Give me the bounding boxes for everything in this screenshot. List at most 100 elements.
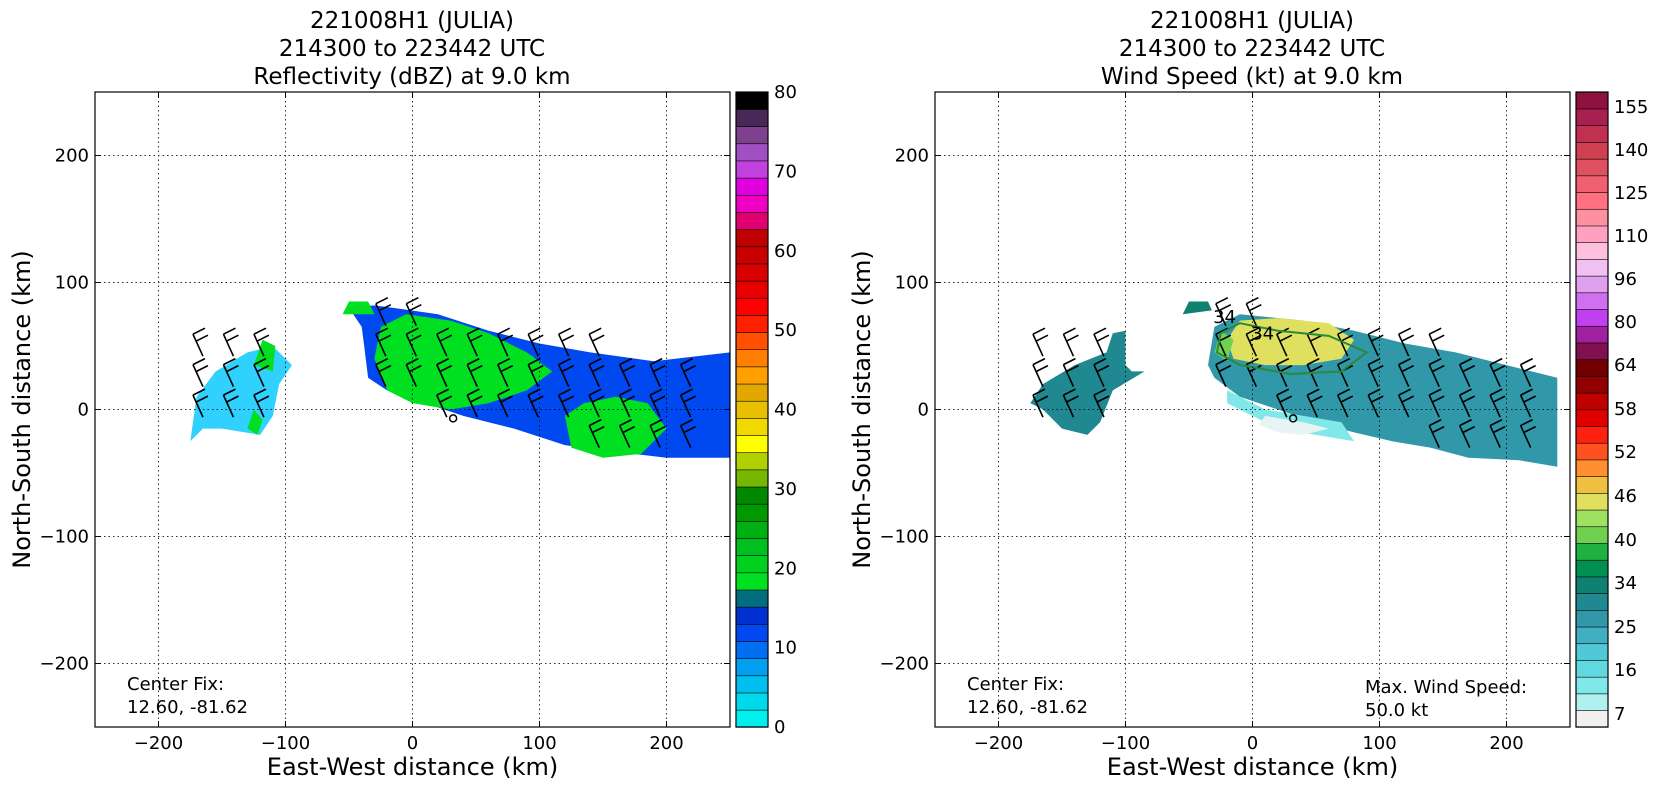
echo-region-north-patch: [1182, 301, 1212, 315]
center-marker: [448, 414, 458, 423]
wind-barb-flag: [436, 388, 450, 396]
wind-barb-flag: [408, 364, 422, 373]
wind-barb-flag: [1492, 364, 1506, 373]
wind-barb-flag: [405, 357, 419, 366]
center-marker: [1288, 414, 1298, 423]
echo-region-north-green-patch: [342, 301, 375, 315]
wind-barb-flag: [1035, 395, 1049, 403]
contour-label: 34: [1251, 324, 1274, 345]
plot-area: 34 34: [1030, 296, 1558, 467]
colorbar-swatch: [735, 314, 769, 333]
colorbar-swatch: [735, 331, 769, 351]
colorbar-swatch: [735, 520, 769, 539]
wind-barb: [222, 394, 235, 418]
wind-barb: [253, 333, 265, 357]
colorbar-tick-label: 64: [1614, 355, 1637, 376]
colorbar-swatch: [735, 383, 769, 402]
wind-barb-flag: [619, 357, 633, 366]
wind-barb-flag: [683, 425, 696, 434]
wind-barb: [1458, 425, 1471, 448]
wind-barb: [649, 364, 661, 387]
wind-barb: [557, 364, 570, 387]
wind-barb-flag: [1459, 388, 1473, 396]
wind-barb: [222, 364, 235, 387]
wind-barb-flag: [1093, 388, 1107, 396]
wind-barb-flag: [588, 388, 602, 396]
wind-barb: [375, 333, 387, 357]
colorbar-swatch: [1575, 559, 1609, 578]
colorbar-tick-label: 10: [774, 638, 797, 659]
colorbar-swatch: [1575, 242, 1609, 260]
wind-barb: [618, 364, 631, 387]
wind-barb-flag: [256, 395, 270, 403]
x-tick-label: 100: [522, 733, 556, 754]
colorbar-tick-label: 0: [774, 717, 785, 738]
colorbar-swatch: [735, 434, 769, 454]
colorbar-swatch: [735, 400, 769, 419]
wind-barb-flag: [1401, 395, 1415, 403]
chart-title-line-3: Reflectivity (dBZ) at 9.0 km: [253, 64, 570, 90]
colorbar-swatch: [735, 675, 769, 694]
wind-barb: [1276, 333, 1288, 357]
colorbar-swatch: [1575, 576, 1609, 594]
wind-barb-flag: [649, 418, 663, 427]
colorbar-tick-label: 155: [1614, 97, 1648, 118]
colorbar-swatch: [1575, 509, 1609, 528]
wind-barb: [1215, 333, 1227, 357]
wind-barb: [1062, 364, 1075, 387]
wind-barb: [527, 333, 539, 357]
wind-barb-flag: [1520, 388, 1533, 396]
colorbar-tick-label: 80: [774, 82, 797, 103]
wind-barb-flag: [527, 357, 541, 366]
colorbar-swatch: [735, 194, 769, 213]
wind-barb-flag: [1492, 395, 1506, 403]
colorbar-swatch: [735, 589, 769, 608]
wind-barb-flag: [436, 327, 450, 335]
wind-barb-flag: [226, 334, 239, 342]
wind-barb-flag: [256, 364, 270, 373]
wind-barb-flag: [497, 327, 511, 335]
contour-label: 34: [1213, 307, 1236, 328]
wind-barb-flag: [1398, 327, 1412, 335]
wind-barb-flag: [1489, 418, 1503, 427]
y-tick-label: 0: [918, 400, 929, 421]
x-tick-label: 200: [649, 733, 683, 754]
wind-barb-flag: [588, 327, 602, 335]
wind-barb-flag: [649, 357, 663, 366]
wind-barb: [588, 394, 600, 418]
colorbar-swatch: [1575, 359, 1609, 377]
wind-barb: [375, 303, 387, 327]
x-tick-label: 0: [1247, 733, 1258, 754]
wind-barb-flag: [378, 334, 392, 342]
wind-barb-flag: [1367, 388, 1381, 396]
colorbar-swatch: [735, 623, 769, 642]
wind-barb: [1428, 425, 1440, 448]
wind-barb-flag: [591, 334, 605, 342]
colorbar-swatch: [1575, 342, 1609, 360]
wind-barb: [497, 333, 509, 357]
colorbar-swatch: [735, 658, 769, 677]
wind-barb: [1062, 333, 1075, 357]
wind-barb-flag: [652, 425, 666, 434]
colorbar-tick-label: 30: [774, 479, 797, 500]
wind-barb-flag: [1245, 296, 1259, 305]
colorbar-swatch: [735, 572, 769, 591]
echo-region-west-teal: [1030, 330, 1145, 435]
wind-barb-flag: [591, 364, 605, 373]
colorbar-swatch: [735, 126, 769, 145]
colorbar-swatch: [1575, 593, 1609, 611]
wind-barb-flag: [1248, 334, 1262, 342]
wind-barb: [1367, 394, 1379, 418]
center-fix-annotation: Center Fix:: [967, 674, 1064, 695]
wind-barb-flag: [253, 327, 267, 335]
wind-barb: [192, 394, 204, 418]
wind-barb-flag: [500, 334, 514, 342]
colorbar-tick-label: 96: [1614, 269, 1637, 290]
y-tick-label: 0: [78, 400, 89, 421]
wind-barb-flag: [1431, 395, 1445, 403]
wind-barb-flag: [375, 357, 389, 366]
wind-barb-flag: [588, 418, 602, 427]
colorbar-swatch: [1575, 175, 1609, 193]
wind-barb: [679, 364, 692, 387]
colorbar-swatch: [1575, 208, 1609, 227]
